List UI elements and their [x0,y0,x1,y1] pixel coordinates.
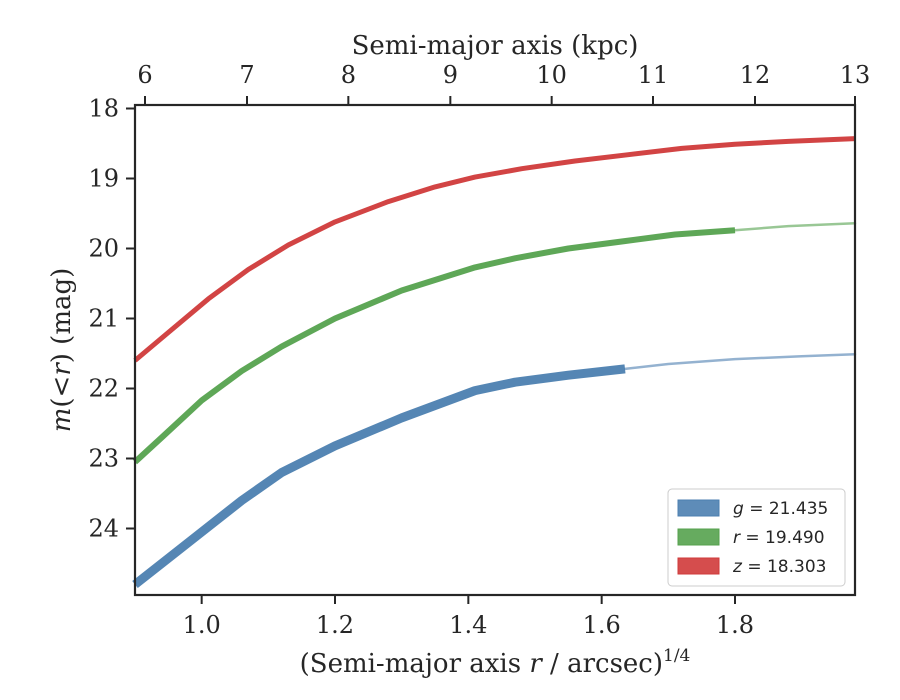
legend: g = 21.435 r = 19.490 z = 18.303 [667,488,846,587]
x-tick-label: 1.4 [449,611,487,639]
x-tick-label: 1.2 [316,611,354,639]
y-tick-label: 20 [88,235,119,263]
legend-label-r: r = 19.490 [733,528,825,548]
top-tick-label: 9 [443,61,458,89]
series-g-measured-band [132,364,626,589]
y-tick-label: 24 [88,515,119,543]
y-tick-label: 22 [88,375,119,403]
x-tick-label: 1.0 [183,611,221,639]
y-tick-label: 19 [88,165,119,193]
x-axis-title: (Semi-major axis r / arcsec)1/4 [300,646,691,679]
x-axis-title-prefix: (Semi-major axis [300,649,530,679]
curves-layer [132,136,857,589]
legend-swatch-z [677,557,720,575]
x-tick-label: 1.8 [716,611,754,639]
y-axis-title-paren: (< [47,376,77,408]
x-axis-title-var: r [529,649,543,679]
ticks-layer: 1.0 1.2 1.4 1.6 1.8 18 19 20 21 22 23 24 6 7 8 9 10 11 12 1… [88,61,870,639]
y-axis-title: m(<r) (mag) [47,268,77,433]
legend-label-g: g = 21.435 [733,499,828,519]
y-axis-title-var: m [47,408,77,433]
legend-swatch-r [677,528,720,546]
y-axis-title-var2: r [47,362,77,376]
series-r-measured-band [132,227,736,465]
top-tick-label: 11 [638,61,669,89]
y-axis-title-rest: ) (mag) [47,268,77,364]
y-tick-label: 23 [88,445,119,473]
top-tick-label: 12 [740,61,771,89]
x-axis-title-sup: 1/4 [663,646,690,666]
top-tick-label: 7 [239,61,254,89]
top-tick-label: 6 [137,61,152,89]
top-axis-title: Semi-major axis (kpc) [352,31,639,61]
top-tick-label: 10 [536,61,567,89]
series-g-model-line [623,352,857,371]
plot-frame [133,103,857,597]
legend-swatch-g [677,499,720,517]
legend-label-z: z = 18.303 [732,557,826,577]
top-tick-label: 13 [840,61,871,89]
series-z-measured-band [133,136,856,363]
x-tick-label: 1.6 [583,611,621,639]
y-tick-label: 18 [88,95,119,123]
x-axis-title-mid: / arcsec) [542,649,663,679]
top-tick-label: 8 [341,61,356,89]
series-r-model-line [733,222,857,232]
y-tick-label: 21 [88,305,119,333]
